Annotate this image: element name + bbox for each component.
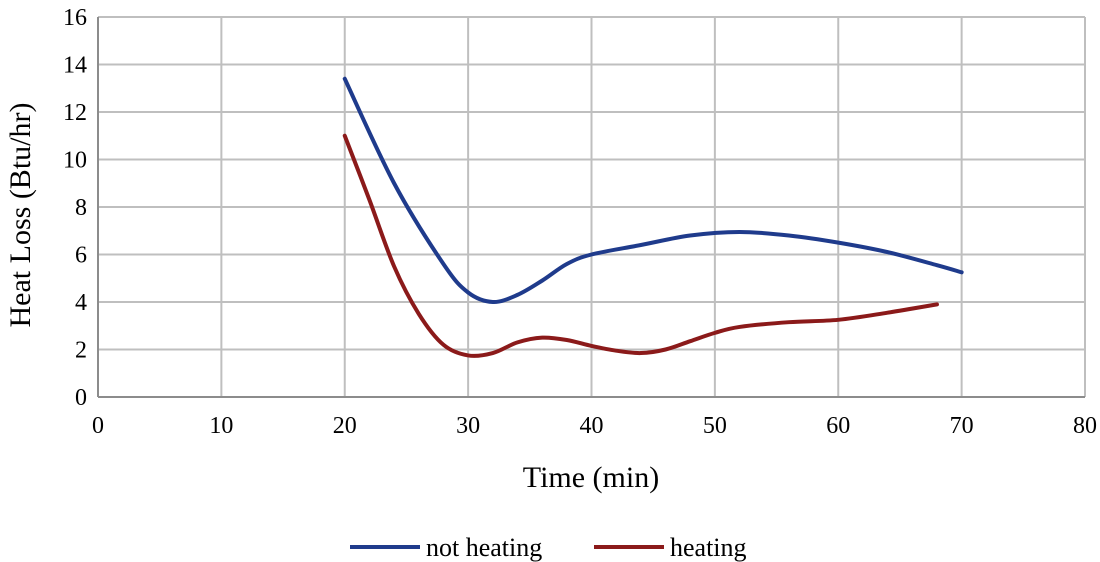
y-tick-label: 0 [75,385,87,411]
y-tick-label: 16 [63,5,87,31]
grid [98,16,1086,397]
axes [97,17,1085,398]
y-tick-label: 10 [63,148,87,174]
y-tick-labels: 0 2 4 6 8 10 12 14 16 [63,5,87,411]
x-tick-label: 30 [456,413,480,439]
y-tick-label: 12 [63,100,87,126]
legend-label-heating: heating [670,533,747,562]
x-tick-label: 80 [1073,413,1097,439]
y-axis-title: Heat Loss (Btu/hr) [4,103,37,328]
x-tick-label: 40 [580,413,604,439]
legend-label-not-heating: not heating [426,533,542,562]
legend: not heating heating [350,533,747,562]
x-tick-label: 20 [333,413,357,439]
series-line-heating [342,133,939,358]
x-tick-label: 10 [209,413,233,439]
y-tick-label: 8 [75,195,87,221]
x-tick-labels: 0 10 20 30 40 50 60 70 80 [92,413,1097,439]
x-axis-title: Time (min) [523,461,659,494]
series-line-not-heating [342,76,964,305]
y-tick-label: 4 [75,290,87,316]
x-tick-label: 50 [703,413,727,439]
series-lines [342,76,964,358]
y-tick-label: 6 [75,243,87,269]
x-tick-label: 70 [950,413,974,439]
y-tick-label: 14 [63,53,87,79]
y-tick-label: 2 [75,338,87,364]
x-tick-label: 0 [92,413,104,439]
x-tick-label: 60 [826,413,850,439]
